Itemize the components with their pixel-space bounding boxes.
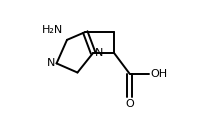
Text: N: N (94, 48, 103, 58)
Text: N: N (47, 58, 55, 68)
Text: O: O (125, 99, 134, 109)
Text: H₂N: H₂N (42, 25, 63, 35)
Text: OH: OH (151, 69, 168, 79)
